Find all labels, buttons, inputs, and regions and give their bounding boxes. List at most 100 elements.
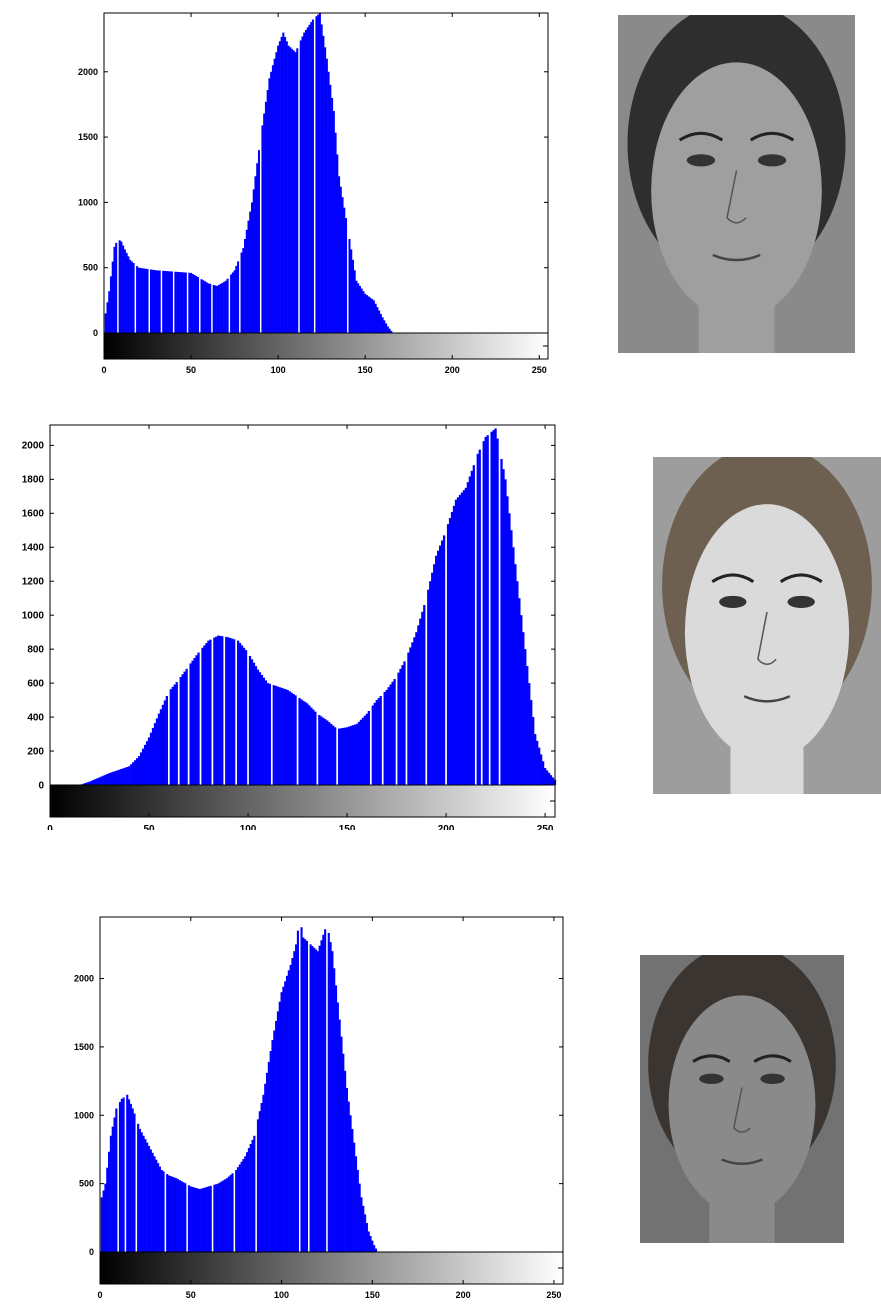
histogram-bar xyxy=(169,1176,172,1252)
y-tick-label: 0 xyxy=(93,328,98,338)
histogram-bar xyxy=(315,16,318,334)
histogram-bar xyxy=(111,1126,114,1252)
x-tick-label: 200 xyxy=(445,365,460,375)
histogram-bar xyxy=(178,1180,181,1252)
histogram-bar xyxy=(126,1094,129,1252)
histogram-bar xyxy=(149,1149,152,1252)
histogram-bar xyxy=(216,285,219,333)
nose xyxy=(757,611,777,665)
y-tick-label: 400 xyxy=(27,712,44,723)
histogram-bar xyxy=(231,638,234,785)
histogram-bar xyxy=(197,277,200,333)
histogram-bar xyxy=(496,438,499,785)
histogram-bar xyxy=(413,637,416,785)
y-tick-label: 1200 xyxy=(22,577,45,588)
histogram-bar xyxy=(373,702,376,785)
histogram-bar xyxy=(111,261,114,333)
histogram-bar xyxy=(217,635,220,785)
histogram-bar xyxy=(171,1176,174,1252)
histogram-bar xyxy=(217,284,220,333)
histogram-bar xyxy=(248,655,252,785)
histogram-bar xyxy=(165,696,168,785)
x-tick-label: 250 xyxy=(546,1290,561,1300)
x-tick-label: 50 xyxy=(186,1290,196,1300)
histogram-bar xyxy=(423,605,426,785)
histogram-bar xyxy=(446,524,450,785)
histogram-bar xyxy=(166,1174,169,1252)
histogram-bar xyxy=(269,1051,272,1252)
y-tick-label: 1000 xyxy=(78,197,98,207)
histogram-bar xyxy=(372,300,375,333)
histogram-bar xyxy=(520,615,523,785)
histogram-bar xyxy=(536,740,539,785)
histogram-bar xyxy=(375,700,378,785)
histogram-bar xyxy=(360,1197,363,1252)
histogram-bar xyxy=(189,663,192,785)
histogram-bar xyxy=(526,666,529,785)
histogram-bar xyxy=(153,723,157,785)
histogram-bar xyxy=(139,752,143,785)
mouth xyxy=(743,695,791,703)
histogram-bar xyxy=(191,273,194,333)
histogram-bar xyxy=(452,505,456,785)
histogram-bar xyxy=(158,1166,161,1252)
histogram-bar xyxy=(275,52,278,334)
histogram-bar xyxy=(289,47,292,333)
histogram-bar xyxy=(189,1186,192,1252)
histogram-bar xyxy=(159,709,163,785)
face-photo-1-image xyxy=(618,1,855,353)
histogram-bar xyxy=(122,768,125,785)
histogram-bar xyxy=(213,637,216,785)
histogram-bar xyxy=(131,1108,134,1252)
histogram-bar xyxy=(327,71,330,333)
y-tick-label: 200 xyxy=(27,746,44,757)
histogram-bar xyxy=(92,779,95,785)
histogram-bar xyxy=(322,717,325,785)
histogram-bar xyxy=(270,71,273,333)
histogram-bar xyxy=(193,275,196,333)
histogram-bar xyxy=(276,686,279,785)
histogram-bar xyxy=(123,249,126,333)
y-tick-label: 2000 xyxy=(78,67,98,77)
y-tick-label: 1000 xyxy=(74,1110,94,1120)
histogram-bar xyxy=(207,283,210,333)
histogram-bar xyxy=(221,636,224,785)
histogram-bar xyxy=(134,760,137,785)
histogram-bar xyxy=(524,649,527,785)
histogram-bar xyxy=(226,1178,229,1252)
histogram-bar xyxy=(329,942,332,1252)
histogram-bar xyxy=(157,713,161,785)
histogram-bar xyxy=(151,269,154,333)
histogram-bar xyxy=(433,564,436,785)
histogram-bar xyxy=(216,1183,220,1252)
histogram-bar xyxy=(390,330,393,333)
histogram-bar xyxy=(320,24,323,334)
histogram-bar xyxy=(280,992,283,1252)
histogram-bar xyxy=(510,530,513,785)
histogram-bar xyxy=(240,252,243,333)
histogram-bar xyxy=(285,975,289,1252)
histogram-bar xyxy=(490,431,493,785)
histogram-bar xyxy=(220,1181,223,1252)
histogram-bar xyxy=(300,927,303,1252)
histogram-bar xyxy=(285,41,288,334)
histogram-bar xyxy=(249,211,252,333)
histogram-bar xyxy=(127,256,130,333)
y-tick-label: 600 xyxy=(27,678,44,689)
y-tick-label: 1600 xyxy=(22,509,45,520)
histogram-bar xyxy=(201,647,204,785)
histogram-bar xyxy=(374,1248,378,1252)
histogram-bar xyxy=(305,940,309,1252)
histogram-bar xyxy=(106,1167,109,1252)
histogram-bar xyxy=(184,272,187,333)
histogram-bar xyxy=(209,1185,212,1252)
histogram-bar xyxy=(472,465,475,785)
histogram-bar xyxy=(504,479,507,785)
histogram-bar xyxy=(112,771,115,785)
histogram-bar xyxy=(338,176,341,333)
histogram-bar xyxy=(262,1094,265,1252)
histogram-bar xyxy=(266,90,269,333)
histogram-bar xyxy=(246,1152,249,1252)
histogram-bar xyxy=(383,320,386,333)
histogram-bar xyxy=(151,727,155,785)
